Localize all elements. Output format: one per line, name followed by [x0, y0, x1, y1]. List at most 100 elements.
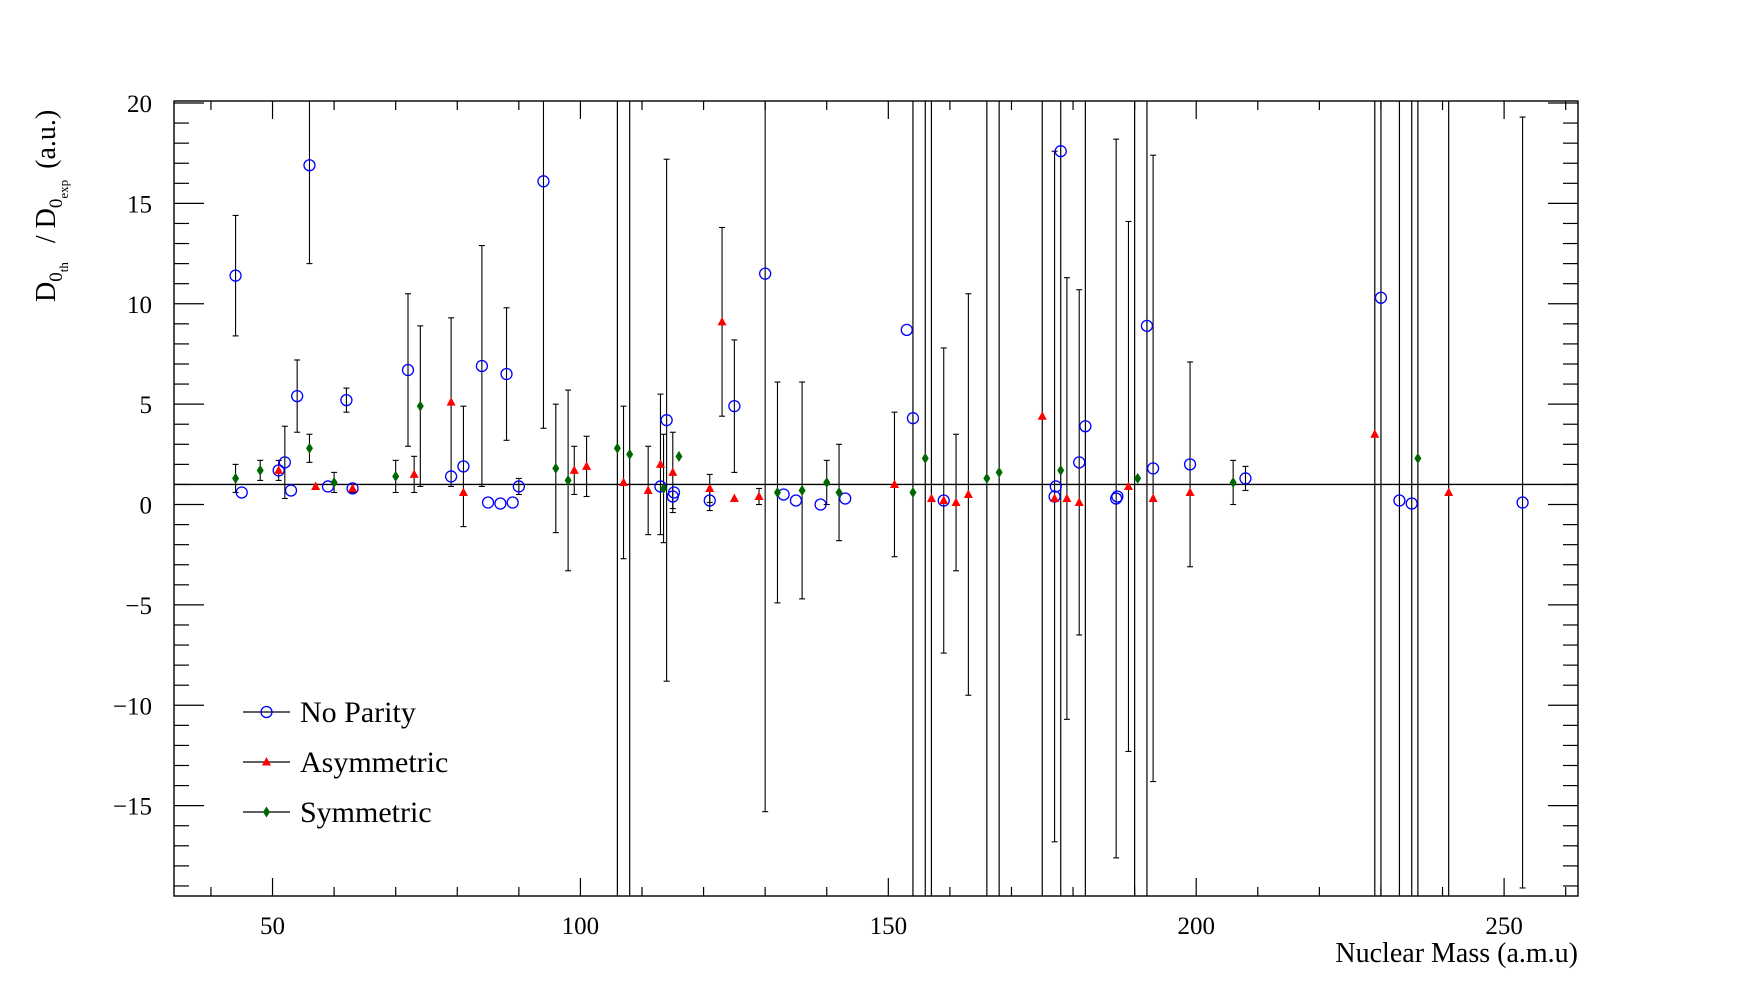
- x-tick-labels: 50 100 150 200 250: [260, 913, 1523, 940]
- symmetric-point: [909, 486, 917, 498]
- asymmetric-point: [951, 497, 961, 507]
- no-parity-point: [814, 498, 827, 511]
- x-tick-label: 150: [870, 913, 908, 940]
- y-label-subsub1: th: [56, 262, 71, 273]
- symmetric-point: [232, 472, 240, 484]
- y-tick-label: 0: [140, 493, 153, 520]
- legend-label-symmetric: Symmetric: [300, 796, 432, 829]
- no-parity-point: [1405, 497, 1418, 510]
- no-parity-point: [937, 494, 950, 507]
- y-tick-label: −5: [125, 593, 152, 620]
- no-parity-point: [481, 496, 495, 509]
- no-parity-point: [703, 494, 716, 507]
- y-tick-label: −10: [113, 693, 152, 720]
- y-tick-label: 5: [140, 392, 153, 419]
- legend-label-no-parity: No Parity: [300, 696, 416, 729]
- no-parity-point: [340, 393, 353, 407]
- asymmetric-point: [582, 461, 592, 470]
- no-parity-point: [789, 494, 803, 507]
- symmetric-point: [256, 464, 264, 476]
- no-parity-point: [278, 456, 291, 469]
- y-label-sep: / D: [31, 208, 62, 250]
- no-parity-point: [457, 460, 470, 473]
- no-parity-point: [1049, 480, 1062, 493]
- no-parity-point: [667, 486, 681, 499]
- symmetric-point: [1057, 464, 1065, 476]
- x-tick-label: 50: [260, 913, 285, 940]
- symmetric-point: [675, 450, 683, 462]
- no-parity-point: [506, 496, 519, 509]
- asymmetric-point: [1185, 487, 1195, 496]
- symmetric-point: [660, 482, 668, 494]
- asymmetric-point: [926, 493, 936, 502]
- y-label-unit: (a.u.): [31, 110, 62, 176]
- asymmetric-point: [643, 485, 653, 494]
- symmetric-point: [626, 448, 634, 460]
- symmetric-point: [983, 472, 991, 484]
- full-range-error-bars: [616, 101, 1450, 896]
- legend: No Parity Asymmetric Symmetric: [243, 696, 448, 829]
- y-label-sub2: 0: [46, 199, 67, 209]
- y-label-sub1: 0: [46, 272, 67, 282]
- no-parity-point: [1239, 472, 1252, 485]
- asymmetric-point: [717, 316, 727, 326]
- symmetric-point: [1229, 476, 1237, 488]
- x-tick-label: 200: [1177, 913, 1215, 940]
- no-parity-point: [1374, 291, 1388, 304]
- asymmetric-point: [1062, 493, 1072, 502]
- no-parity-point: [284, 484, 298, 497]
- no-parity-point: [346, 482, 359, 495]
- asymmetric-point: [1050, 493, 1060, 502]
- asymmetric-point: [889, 479, 899, 488]
- no-parity-point: [906, 412, 920, 425]
- legend-marker-no-parity: [260, 705, 273, 719]
- no-parity-point: [1516, 496, 1529, 509]
- no-parity-point: [235, 486, 248, 499]
- x-axis-label: Nuclear Mass (a.m.u): [1335, 938, 1578, 969]
- asymmetric-point: [1074, 497, 1084, 507]
- no-parity-point: [1393, 494, 1406, 507]
- no-parity-point: [759, 267, 772, 280]
- asymmetric-point: [311, 481, 321, 490]
- asymmetric-point: [729, 493, 739, 502]
- no-parity-point: [272, 464, 285, 477]
- no-parity-point: [229, 269, 242, 282]
- symmetric-point: [416, 400, 424, 412]
- y-tick-label: 20: [127, 91, 152, 118]
- asymmetric-point: [1444, 487, 1454, 496]
- symmetric-point: [305, 442, 313, 454]
- legend-label-asymmetric: Asymmetric: [300, 746, 448, 779]
- y-axis-label: D0th / D0exp (a.u.): [31, 110, 71, 302]
- no-parity-point: [839, 492, 852, 505]
- asymmetric-point: [705, 483, 715, 492]
- no-parity-point: [500, 367, 513, 381]
- no-parity-point: [1146, 462, 1160, 475]
- y-tick-label: 15: [127, 191, 152, 218]
- no-parity-point: [1183, 458, 1197, 471]
- symmetric-point: [552, 462, 560, 474]
- asymmetric-point: [754, 491, 764, 500]
- no-parity-point: [475, 359, 489, 373]
- symmetric-point: [995, 466, 1003, 478]
- legend-marker-asymmetric: [262, 757, 271, 766]
- no-parity-point: [303, 159, 316, 172]
- no-parity-point: [401, 363, 415, 377]
- asymmetric-point: [963, 489, 973, 498]
- no-parity-point: [291, 389, 304, 403]
- asymmetric-point: [1123, 481, 1133, 490]
- symmetric-point: [564, 474, 572, 486]
- asymmetric-point: [274, 465, 284, 474]
- symmetric-point: [921, 452, 929, 464]
- symmetric-point: [330, 476, 338, 488]
- no-parity-point: [444, 470, 458, 483]
- symmetric-point: [1134, 472, 1142, 484]
- asymmetric-point: [458, 487, 468, 496]
- x-tick-label: 250: [1485, 913, 1523, 940]
- asymmetric-point: [668, 467, 678, 476]
- no-parity-point: [900, 323, 913, 337]
- symmetric-point: [1414, 452, 1422, 464]
- asymmetric-point: [446, 397, 456, 406]
- asymmetric-point: [348, 483, 358, 492]
- symmetric-point: [613, 442, 621, 454]
